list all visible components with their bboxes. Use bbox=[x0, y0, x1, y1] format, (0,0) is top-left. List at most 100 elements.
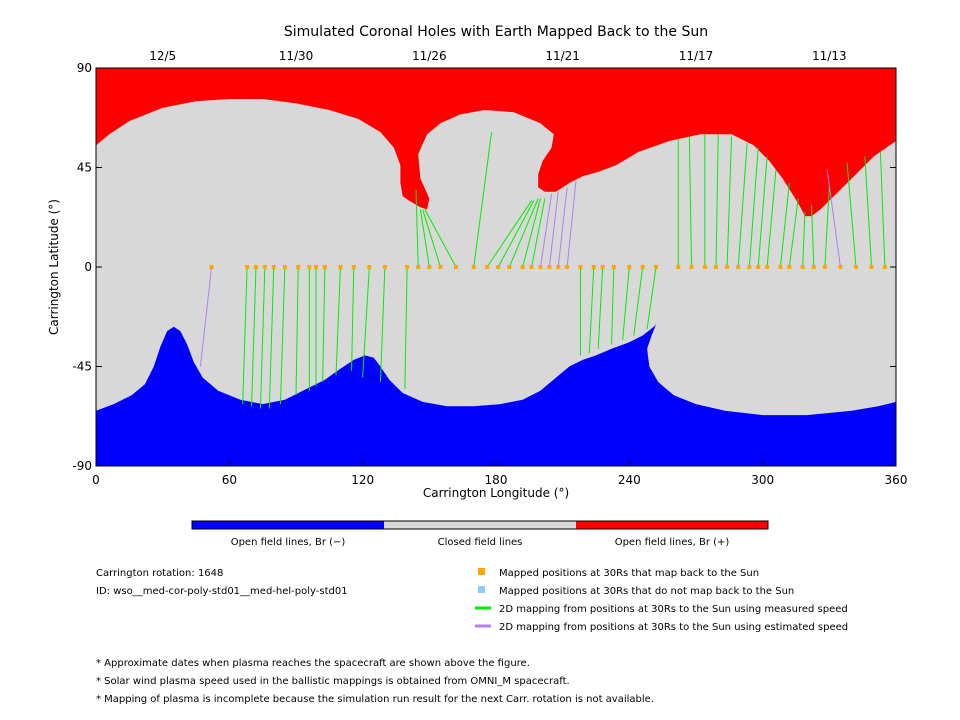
mapped-point bbox=[778, 265, 783, 269]
mapping-line bbox=[362, 266, 370, 378]
x-axis-label: Carrington Longitude (°) bbox=[423, 486, 569, 500]
mapping-line bbox=[539, 193, 553, 268]
y-tick-label: -90 bbox=[72, 459, 92, 473]
chart-title: Simulated Coronal Holes with Earth Mappe… bbox=[284, 24, 708, 40]
y-tick-label: 0 bbox=[84, 260, 92, 274]
mapping-line bbox=[879, 152, 886, 268]
mapped-point bbox=[565, 265, 570, 269]
date-tick-label: 11/13 bbox=[812, 49, 847, 63]
colorbar-segment bbox=[384, 521, 576, 529]
x-tick-label: 240 bbox=[618, 473, 641, 487]
mapping-line bbox=[811, 205, 815, 268]
mapped-point bbox=[627, 265, 632, 269]
y-axis-label: Carrington Latitude (°) bbox=[47, 199, 61, 335]
mapped-point bbox=[747, 265, 752, 269]
mapping-line bbox=[295, 266, 299, 396]
mapped-point bbox=[471, 265, 476, 269]
mapped-point bbox=[271, 265, 276, 269]
mapping-line bbox=[259, 266, 266, 409]
mapped-point bbox=[882, 265, 887, 269]
mapped-point bbox=[496, 265, 501, 269]
legend: Mapped positions at 30Rs that map back t… bbox=[475, 568, 848, 633]
mapping-line bbox=[531, 198, 546, 268]
mapped-point bbox=[756, 265, 761, 269]
mapped-point bbox=[322, 265, 327, 269]
mapping-line bbox=[522, 198, 541, 268]
mapped-point bbox=[578, 265, 583, 269]
y-tick-label: -45 bbox=[72, 360, 92, 374]
mapping-line bbox=[846, 163, 857, 268]
mapped-point bbox=[314, 265, 318, 269]
mapped-point bbox=[787, 265, 792, 269]
colorbar-frame bbox=[191, 520, 769, 530]
mapped-point bbox=[416, 265, 421, 269]
legend-label: 2D mapping from positions at 30Rs to the… bbox=[499, 604, 848, 615]
mapped-point bbox=[689, 265, 694, 269]
positive-open-field-region bbox=[96, 68, 896, 217]
mapped-point bbox=[611, 265, 616, 269]
mapped-point bbox=[822, 265, 827, 269]
mapping-lines bbox=[199, 132, 886, 409]
mapped-point bbox=[547, 265, 552, 269]
mapping-line bbox=[557, 187, 568, 268]
legend-label: 2D mapping from positions at 30Rs to the… bbox=[499, 622, 848, 633]
mapped-point bbox=[591, 265, 596, 269]
mapped-point bbox=[485, 265, 490, 269]
colorbar: Open field lines, Br (−) Closed field lin… bbox=[191, 520, 769, 548]
mapping-line bbox=[508, 198, 539, 268]
x-tick-label: 360 bbox=[885, 473, 908, 487]
mapping-line bbox=[351, 266, 355, 371]
mapping-line bbox=[748, 147, 759, 268]
x-tick-label: 300 bbox=[751, 473, 774, 487]
mapping-line bbox=[864, 156, 873, 268]
colorbar-label: Open field lines, Br (+) bbox=[615, 537, 730, 548]
mapping-line bbox=[726, 136, 733, 268]
mapped-point bbox=[800, 265, 805, 269]
mapped-point bbox=[520, 265, 525, 269]
mapping-line bbox=[826, 169, 841, 268]
date-tick-label: 11/21 bbox=[545, 49, 580, 63]
mapping-line bbox=[757, 156, 768, 268]
negative-open-field-region bbox=[96, 324, 896, 466]
mapped-point bbox=[600, 265, 605, 269]
mapping-line bbox=[646, 266, 657, 329]
mapped-point bbox=[640, 265, 645, 269]
mapped-point bbox=[529, 265, 534, 269]
mapped-point bbox=[245, 265, 250, 269]
mapped-point bbox=[454, 265, 458, 269]
mapped-point bbox=[854, 265, 858, 269]
mapping-line bbox=[422, 209, 441, 268]
mapped-point bbox=[736, 265, 741, 269]
colorbar-label: Closed field lines bbox=[438, 537, 523, 548]
colorbar-segment bbox=[192, 521, 384, 529]
mapped-positions bbox=[209, 265, 887, 269]
mapping-line bbox=[497, 200, 535, 268]
mapping-line bbox=[788, 198, 799, 268]
mapped-point bbox=[702, 265, 707, 269]
mapping-line bbox=[404, 266, 408, 389]
mapped-point bbox=[209, 265, 214, 269]
mapped-point bbox=[869, 265, 874, 269]
mapped-point bbox=[714, 265, 718, 269]
date-tick-label: 12/5 bbox=[149, 49, 176, 63]
legend-label: Mapped positions at 30Rs that do not map… bbox=[499, 586, 794, 597]
legend-swatch bbox=[478, 568, 485, 575]
mapped-point bbox=[765, 265, 770, 269]
mapping-line bbox=[424, 209, 457, 268]
mapped-point bbox=[382, 265, 387, 269]
mapping-line bbox=[335, 266, 341, 376]
y-tick-label: 45 bbox=[77, 161, 92, 175]
mapping-line bbox=[415, 189, 419, 268]
mapping-line bbox=[322, 266, 326, 382]
mapping-line bbox=[242, 266, 248, 405]
mapping-line bbox=[588, 266, 595, 354]
x-tick-label: 180 bbox=[485, 473, 508, 487]
mapping-line bbox=[737, 143, 748, 268]
y-tick-label: 90 bbox=[77, 61, 92, 75]
plot-area bbox=[96, 68, 896, 466]
mapped-point bbox=[811, 265, 816, 269]
date-tick-label: 11/30 bbox=[279, 49, 314, 63]
mapping-line bbox=[597, 266, 604, 349]
mapping-line bbox=[688, 136, 693, 268]
note-2: * Solar wind plasma speed used in the ba… bbox=[96, 676, 570, 687]
